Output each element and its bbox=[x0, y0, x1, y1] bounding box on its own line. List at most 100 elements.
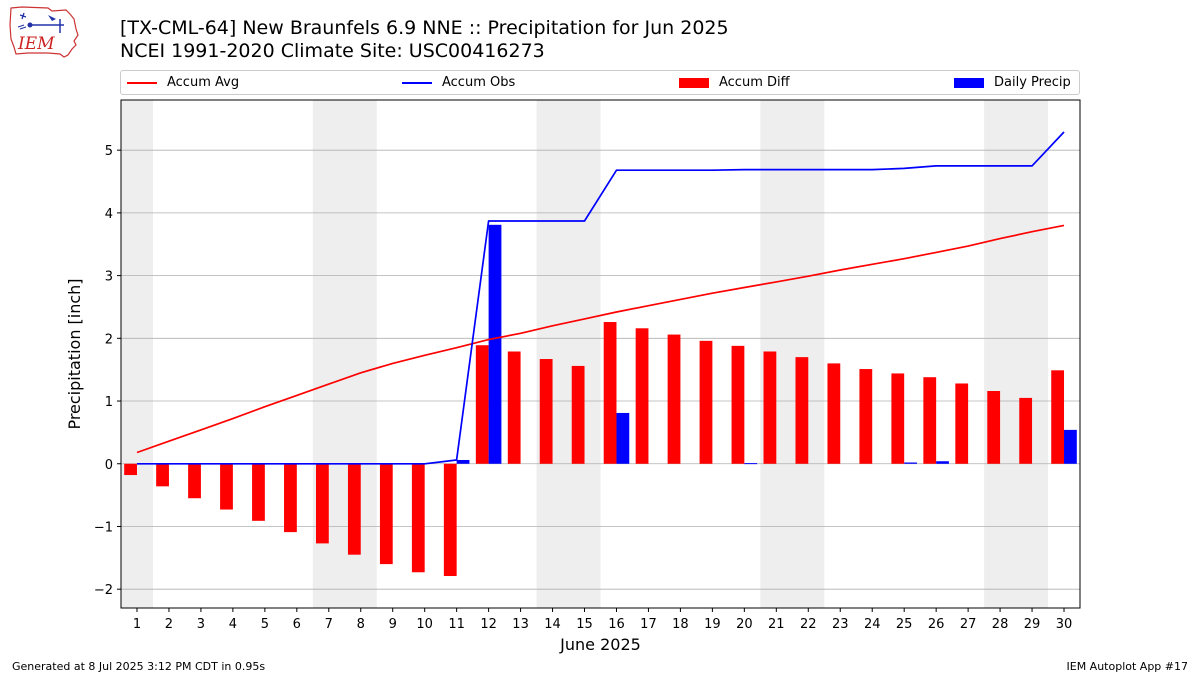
x-tick-label: 18 bbox=[672, 617, 689, 632]
accum-diff-bar bbox=[667, 334, 681, 464]
accum-diff-bar bbox=[731, 345, 745, 464]
legend-item-accum-obs: Accum Obs bbox=[402, 71, 515, 94]
x-axis-label: June 2025 bbox=[559, 635, 641, 654]
x-tick-label: 23 bbox=[832, 617, 849, 632]
accum-diff-bar bbox=[124, 463, 137, 476]
accum-diff-bar bbox=[635, 328, 649, 464]
x-tick-label: 4 bbox=[229, 617, 237, 632]
legend-label-accum-obs: Accum Obs bbox=[442, 75, 516, 90]
legend-item-daily-precip: Daily Precip bbox=[954, 71, 1071, 94]
daily-precip-bar bbox=[488, 224, 502, 464]
accum-diff-bar bbox=[987, 391, 1001, 464]
weekend-shade bbox=[536, 100, 601, 608]
accum-diff-bar bbox=[795, 357, 809, 464]
x-tick-label: 22 bbox=[800, 617, 817, 632]
y-tick-label: 2 bbox=[105, 332, 113, 347]
legend-swatch-accum-diff bbox=[679, 77, 709, 88]
x-tick-label: 21 bbox=[768, 617, 785, 632]
generated-timestamp: Generated at 8 Jul 2025 3:12 PM CDT in 0… bbox=[12, 660, 266, 673]
y-tick-label: 3 bbox=[105, 270, 113, 285]
x-tick-label: 16 bbox=[608, 617, 625, 632]
iem-logo: IEM bbox=[9, 6, 79, 58]
accum-diff-bar bbox=[411, 463, 425, 573]
legend-label-accum-diff: Accum Diff bbox=[719, 75, 790, 90]
daily-precip-bar bbox=[904, 462, 917, 464]
x-tick-label: 29 bbox=[1024, 617, 1041, 632]
accum-diff-bar bbox=[1019, 397, 1033, 464]
x-tick-label: 25 bbox=[896, 617, 913, 632]
x-tick-label: 30 bbox=[1056, 617, 1073, 632]
plot-frame bbox=[120, 99, 1081, 609]
x-tick-label: 28 bbox=[992, 617, 1009, 632]
x-tick-label: 3 bbox=[197, 617, 205, 632]
legend-label-daily-precip: Daily Precip bbox=[994, 75, 1071, 90]
accum-diff-bar bbox=[603, 322, 617, 464]
legend-swatch-accum-avg bbox=[127, 81, 157, 84]
x-tick-label: 19 bbox=[704, 617, 721, 632]
y-tick-label: 4 bbox=[105, 207, 113, 222]
legend: Accum Avg Accum Obs Accum Diff Daily Pre… bbox=[120, 70, 1080, 95]
accum-avg-line bbox=[136, 224, 1065, 454]
x-tick-label: 5 bbox=[261, 617, 269, 632]
legend-item-accum-diff: Accum Diff bbox=[679, 71, 790, 94]
y-tick-label: −1 bbox=[94, 520, 113, 535]
accum-diff-bar bbox=[475, 345, 489, 464]
accum-diff-bar bbox=[699, 340, 713, 464]
accum-diff-bar bbox=[379, 463, 393, 565]
x-tick-label: 24 bbox=[864, 617, 881, 632]
x-tick-label: 14 bbox=[544, 617, 561, 632]
accum-diff-bar bbox=[891, 373, 905, 464]
chart-title: [TX-CML-64] New Braunfels 6.9 NNE :: Pre… bbox=[120, 17, 729, 39]
x-tick-label: 12 bbox=[480, 617, 497, 632]
accum-diff-bar bbox=[284, 463, 297, 533]
legend-swatch-accum-obs bbox=[402, 81, 432, 84]
daily-precip-bar bbox=[616, 412, 630, 464]
logo-text: IEM bbox=[17, 34, 55, 54]
x-tick-label: 2 bbox=[165, 617, 173, 632]
accum-diff-bar bbox=[1051, 370, 1065, 464]
accum-diff-bar bbox=[188, 463, 201, 499]
x-tick-label: 17 bbox=[640, 617, 657, 632]
chart-subtitle: NCEI 1991-2020 Climate Site: USC00416273 bbox=[120, 40, 545, 62]
app-label: IEM Autoplot App #17 bbox=[1066, 660, 1189, 673]
x-tick-label: 27 bbox=[960, 617, 977, 632]
accum-diff-bar bbox=[347, 463, 361, 555]
accum-diff-bar bbox=[252, 463, 265, 521]
accum-diff-bar bbox=[156, 463, 169, 487]
accum-diff-bar bbox=[827, 363, 841, 464]
x-tick-label: 9 bbox=[389, 617, 397, 632]
accum-diff-bar bbox=[507, 351, 521, 464]
accum-diff-bar bbox=[220, 463, 233, 510]
y-tick-label: −2 bbox=[94, 583, 113, 598]
x-tick-label: 10 bbox=[416, 617, 433, 632]
accum-diff-bar bbox=[443, 463, 457, 577]
y-axis-label: Precipitation [inch] bbox=[65, 278, 84, 429]
accum-diff-bar bbox=[955, 383, 969, 464]
x-tick-label: 15 bbox=[576, 617, 593, 632]
accum-diff-bar bbox=[315, 463, 329, 544]
weekend-shade bbox=[121, 100, 153, 608]
daily-precip-bar bbox=[936, 461, 949, 464]
accum-diff-bar bbox=[923, 377, 937, 464]
accum-diff-bar bbox=[539, 359, 553, 464]
x-tick-label: 1 bbox=[133, 617, 141, 632]
daily-precip-bar bbox=[1064, 429, 1077, 464]
legend-label-accum-avg: Accum Avg bbox=[167, 75, 240, 90]
y-tick-label: 1 bbox=[105, 395, 113, 410]
accum-diff-bar bbox=[763, 351, 777, 464]
x-tick-label: 7 bbox=[325, 617, 333, 632]
y-tick-label: 5 bbox=[105, 144, 113, 159]
x-tick-label: 13 bbox=[512, 617, 529, 632]
x-tick-label: 8 bbox=[357, 617, 365, 632]
daily-precip-bar bbox=[744, 463, 758, 465]
legend-item-accum-avg: Accum Avg bbox=[127, 71, 239, 94]
accum-obs-line bbox=[137, 131, 1065, 465]
x-tick-label: 11 bbox=[448, 617, 465, 632]
x-tick-label: 20 bbox=[736, 617, 753, 632]
accum-diff-bar bbox=[571, 365, 585, 464]
daily-precip-bar bbox=[456, 459, 470, 464]
legend-swatch-daily-precip bbox=[954, 77, 984, 88]
weekend-shade bbox=[984, 100, 1049, 608]
x-tick-label: 26 bbox=[928, 617, 945, 632]
